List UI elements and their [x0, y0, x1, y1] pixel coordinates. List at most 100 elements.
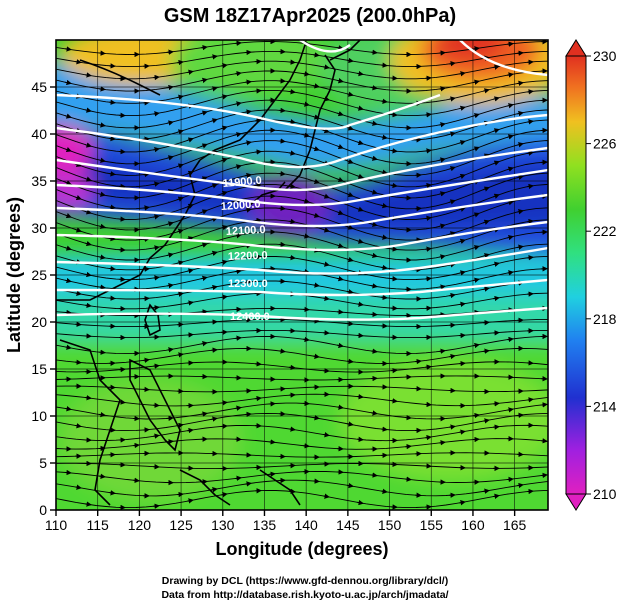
wind-arrow — [74, 290, 82, 296]
wind-arrow — [336, 404, 344, 410]
wind-arrow — [390, 398, 398, 404]
wind-arrow — [424, 215, 432, 221]
wind-arrow — [540, 472, 548, 479]
y-tick-label: 30 — [31, 220, 47, 236]
wind-arrow — [516, 50, 524, 56]
x-tick-label: 130 — [211, 517, 235, 533]
streamline — [56, 219, 548, 251]
wind-arrow — [254, 217, 262, 224]
streamline — [56, 438, 548, 450]
wind-arrow — [526, 150, 534, 156]
wind-arrow — [438, 50, 446, 56]
wind-arrow — [312, 52, 320, 58]
wind-arrow — [244, 79, 252, 85]
wind-arrow — [132, 442, 140, 449]
wind-arrow — [516, 412, 524, 419]
wind-arrow — [186, 268, 194, 274]
wind-arrow — [84, 240, 92, 247]
wind-arrow — [254, 361, 262, 367]
wind-arrow — [176, 129, 184, 135]
wind-arrow — [356, 70, 364, 77]
wind-arrow — [244, 140, 252, 146]
wind-arrow — [200, 110, 208, 116]
wind-arrow — [482, 253, 490, 259]
wind-arrow — [64, 213, 72, 219]
wind-arrow — [234, 164, 242, 170]
colorbar-tick-label: 210 — [593, 486, 617, 502]
wind-arrow — [278, 170, 286, 177]
wind-arrow — [278, 348, 286, 354]
wind-arrow — [424, 246, 432, 252]
wind-arrow — [472, 277, 480, 283]
wind-arrow — [492, 96, 500, 102]
wind-arrow — [186, 69, 194, 75]
streamline — [56, 89, 548, 117]
wind-arrow — [356, 499, 364, 506]
wind-arrow — [152, 214, 160, 220]
wind-arrow — [64, 79, 72, 86]
wind-arrow — [380, 134, 388, 140]
streamline — [56, 80, 548, 104]
wind-arrow — [142, 205, 150, 211]
wind-arrow — [84, 501, 92, 507]
wind-arrow — [472, 245, 480, 251]
wind-arrow — [176, 59, 184, 66]
wind-arrow — [244, 207, 252, 213]
wind-arrow — [186, 300, 194, 306]
wind-arrow — [438, 191, 446, 197]
wind-arrow — [166, 49, 174, 55]
wind-arrow — [458, 238, 466, 244]
wind-arrow — [526, 183, 534, 190]
streamline — [56, 361, 548, 373]
streamline — [56, 452, 548, 458]
wind-arrow — [414, 358, 422, 365]
wind-arrow — [84, 395, 92, 401]
wind-arrow — [438, 284, 446, 290]
wind-arrow — [98, 191, 106, 197]
wind-arrow — [448, 292, 456, 299]
wind-arrow — [472, 113, 480, 119]
wind-arrow — [152, 146, 160, 153]
wind-arrow — [516, 174, 524, 181]
geopotential-contours — [56, 40, 548, 321]
wind-arrow — [220, 63, 228, 69]
wind-arrow — [98, 50, 106, 56]
wind-arrow — [288, 254, 296, 261]
wind-arrow — [152, 111, 160, 117]
wind-arrow — [108, 204, 116, 210]
wind-arrow — [472, 46, 480, 52]
wind-arrow — [200, 341, 208, 347]
wind-arrow — [356, 393, 364, 400]
wind-arrow — [492, 295, 500, 302]
wind-arrow — [482, 186, 490, 192]
wind-arrow — [108, 171, 116, 177]
wind-arrow — [234, 233, 242, 239]
wind-arrow — [472, 146, 480, 152]
wind-arrow — [108, 99, 116, 105]
wind-arrow — [448, 424, 456, 430]
wind-arrow — [458, 173, 466, 179]
y-tick-label: 20 — [31, 314, 47, 330]
wind-arrow — [152, 503, 160, 509]
wind-arrow — [268, 471, 276, 477]
wind-arrow — [268, 439, 276, 445]
wind-arrow — [200, 44, 208, 51]
y-tick-label: 25 — [31, 267, 47, 283]
wind-arrow — [438, 440, 446, 446]
streamline — [56, 109, 548, 141]
wind-arrow — [492, 160, 500, 166]
plot-area: 11900.0 12000.0 12100.0 12200.0 12300.0 … — [56, 40, 548, 510]
wind-arrow — [176, 163, 184, 169]
wind-arrow — [166, 252, 174, 258]
streamline — [56, 489, 548, 509]
wind-arrow — [210, 416, 218, 422]
wind-arrow — [380, 264, 388, 271]
wind-arrow — [132, 477, 140, 484]
wind-arrow — [516, 80, 524, 87]
wind-arrow — [220, 400, 228, 406]
x-tick-label: 165 — [503, 517, 527, 533]
wind-arrow — [370, 49, 378, 55]
wind-arrow — [288, 88, 296, 95]
contour-label: 12200.0 — [228, 250, 268, 263]
wind-arrow — [380, 169, 388, 175]
